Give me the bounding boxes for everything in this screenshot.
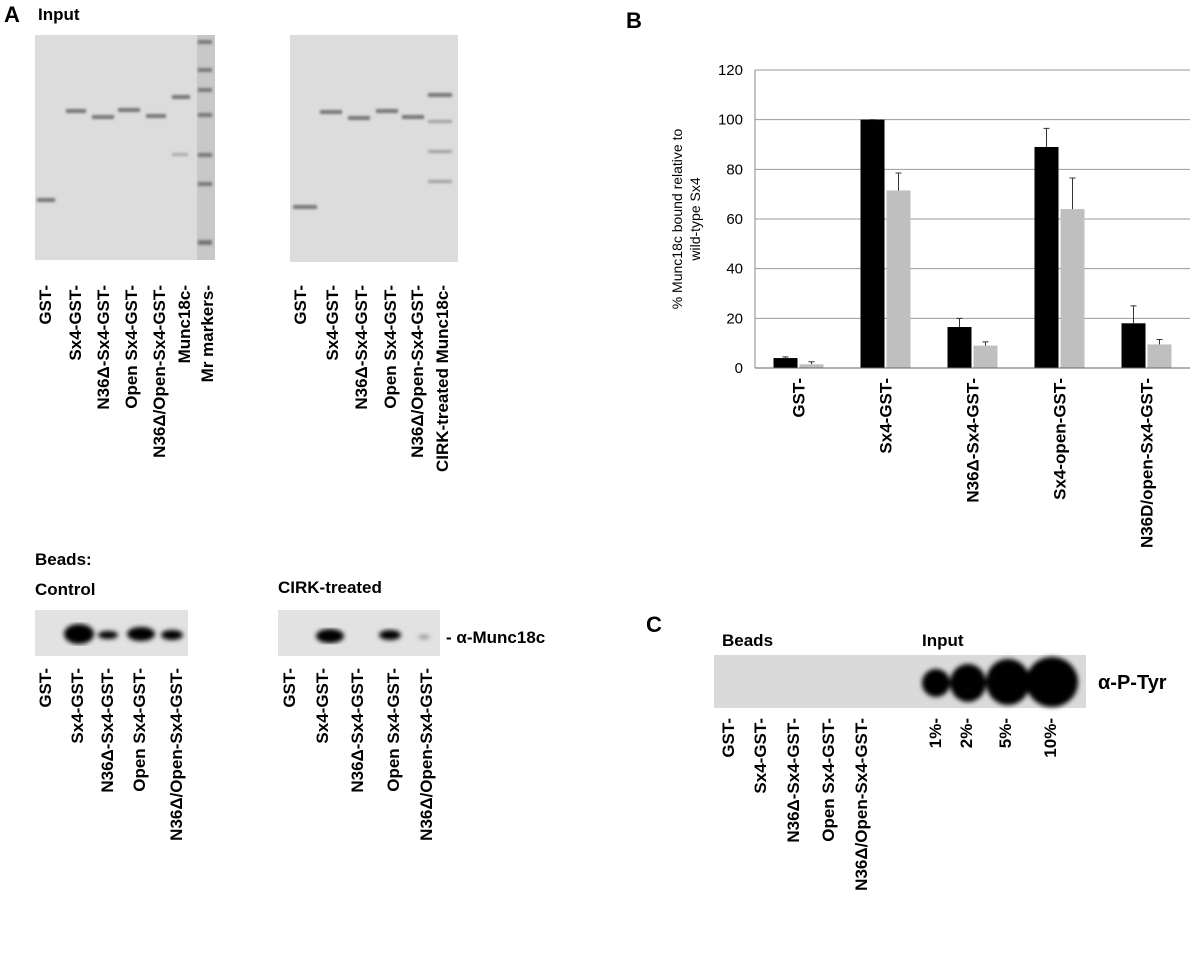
lane-label: Sx4-GST- [66, 285, 85, 361]
lane-label: GST- [36, 668, 55, 708]
lane-label: CIRK-treated Munc18c- [433, 285, 452, 472]
lane-label: Mr markers- [198, 285, 217, 382]
error-bar [1043, 127, 1050, 147]
lane-label: N36Δ/Open-Sx4-GST- [408, 285, 427, 458]
lane-label: Sx4-GST- [751, 718, 770, 794]
y-tick-label: 20 [726, 310, 743, 327]
lane-label: Open Sx4-GST- [130, 668, 149, 792]
y-tick-label: 120 [718, 62, 743, 79]
lane-label: 10%- [1041, 718, 1060, 758]
panel-label: C [646, 612, 662, 637]
bar [947, 327, 972, 368]
lane-label: 2%- [957, 718, 976, 748]
error-bar [895, 172, 902, 191]
blot-control [35, 610, 188, 656]
lane-label: Sx4-GST- [68, 668, 87, 744]
error-bar [1069, 177, 1076, 210]
lane-label: Open Sx4-GST- [384, 668, 403, 792]
lane-label: Open Sx4-GST- [122, 285, 141, 409]
x-tick-label: N36Δ-Sx4-GST- [964, 378, 983, 503]
error-bar [982, 341, 989, 346]
lane-label: N36Δ/Open-Sx4-GST- [417, 668, 436, 841]
gel-2 [290, 35, 458, 262]
y-tick-label: 60 [726, 211, 743, 228]
error-bar [782, 356, 789, 359]
lane-label: Open Sx4-GST- [819, 718, 838, 842]
bar [773, 358, 798, 368]
bar [1147, 344, 1172, 368]
x-tick-label: N36D/open-Sx4-GST- [1138, 378, 1157, 548]
gel-1 [35, 35, 215, 260]
lane-label: 5%- [996, 718, 1015, 748]
lane-label: Sx4-GST- [313, 668, 332, 744]
lane-label: N36Δ/Open-Sx4-GST- [852, 718, 871, 891]
blot-ptyr [714, 655, 1086, 708]
lane-label: N36Δ/Open-Sx4-GST- [167, 668, 186, 841]
error-bar [1156, 338, 1163, 345]
lane-label: Sx4-GST- [323, 285, 342, 361]
y-axis-label: % Munc18c bound relative to [669, 129, 685, 310]
antibody-label: - α-Munc18c [446, 628, 545, 647]
error-bar [956, 317, 963, 328]
beads-label: Beads: [35, 550, 92, 569]
control-label: Control [35, 580, 95, 599]
lane-label: N36Δ-Sx4-GST- [784, 718, 803, 843]
lane-label: GST- [280, 668, 299, 708]
lane-label: N36Δ-Sx4-GST- [94, 285, 113, 410]
panel-label: A [4, 2, 20, 27]
y-tick-label: 40 [726, 261, 743, 278]
gel-title: Input [38, 5, 80, 24]
y-axis-label: wild-type Sx4 [687, 177, 703, 261]
bar [1060, 209, 1085, 368]
lane-label: N36Δ-Sx4-GST- [98, 668, 117, 793]
lane-label: GST- [36, 285, 55, 325]
panel-label: B [626, 8, 642, 33]
bar [886, 190, 911, 368]
y-tick-label: 80 [726, 161, 743, 178]
y-tick-label: 0 [735, 360, 743, 377]
lane-label: 1%- [926, 718, 945, 748]
x-tick-label: Sx4-open-GST- [1051, 378, 1070, 500]
bar [1121, 323, 1146, 368]
bar [799, 364, 824, 368]
antibody-label: α-P-Tyr [1098, 672, 1167, 694]
y-tick-label: 100 [718, 112, 743, 129]
x-tick-label: GST- [790, 378, 809, 418]
bar [973, 345, 998, 368]
lane-label: Open Sx4-GST- [381, 285, 400, 409]
bar [860, 119, 885, 369]
x-tick-label: Sx4-GST- [877, 378, 896, 454]
lane-label: Munc18c- [175, 285, 194, 363]
lane-label: N36Δ-Sx4-GST- [352, 285, 371, 410]
lane-label: N36Δ-Sx4-GST- [348, 668, 367, 793]
error-bar [1130, 305, 1137, 324]
beads-label: Beads [722, 631, 773, 650]
blot-cirk [278, 610, 440, 656]
lane-label: GST- [291, 285, 310, 325]
lane-label: N36Δ/Open-Sx4-GST- [150, 285, 169, 458]
cirk-label: CIRK-treated [278, 578, 382, 597]
error-bar [808, 361, 815, 365]
bar [1034, 146, 1059, 368]
input-label: Input [922, 631, 964, 650]
lane-label: GST- [719, 718, 738, 758]
